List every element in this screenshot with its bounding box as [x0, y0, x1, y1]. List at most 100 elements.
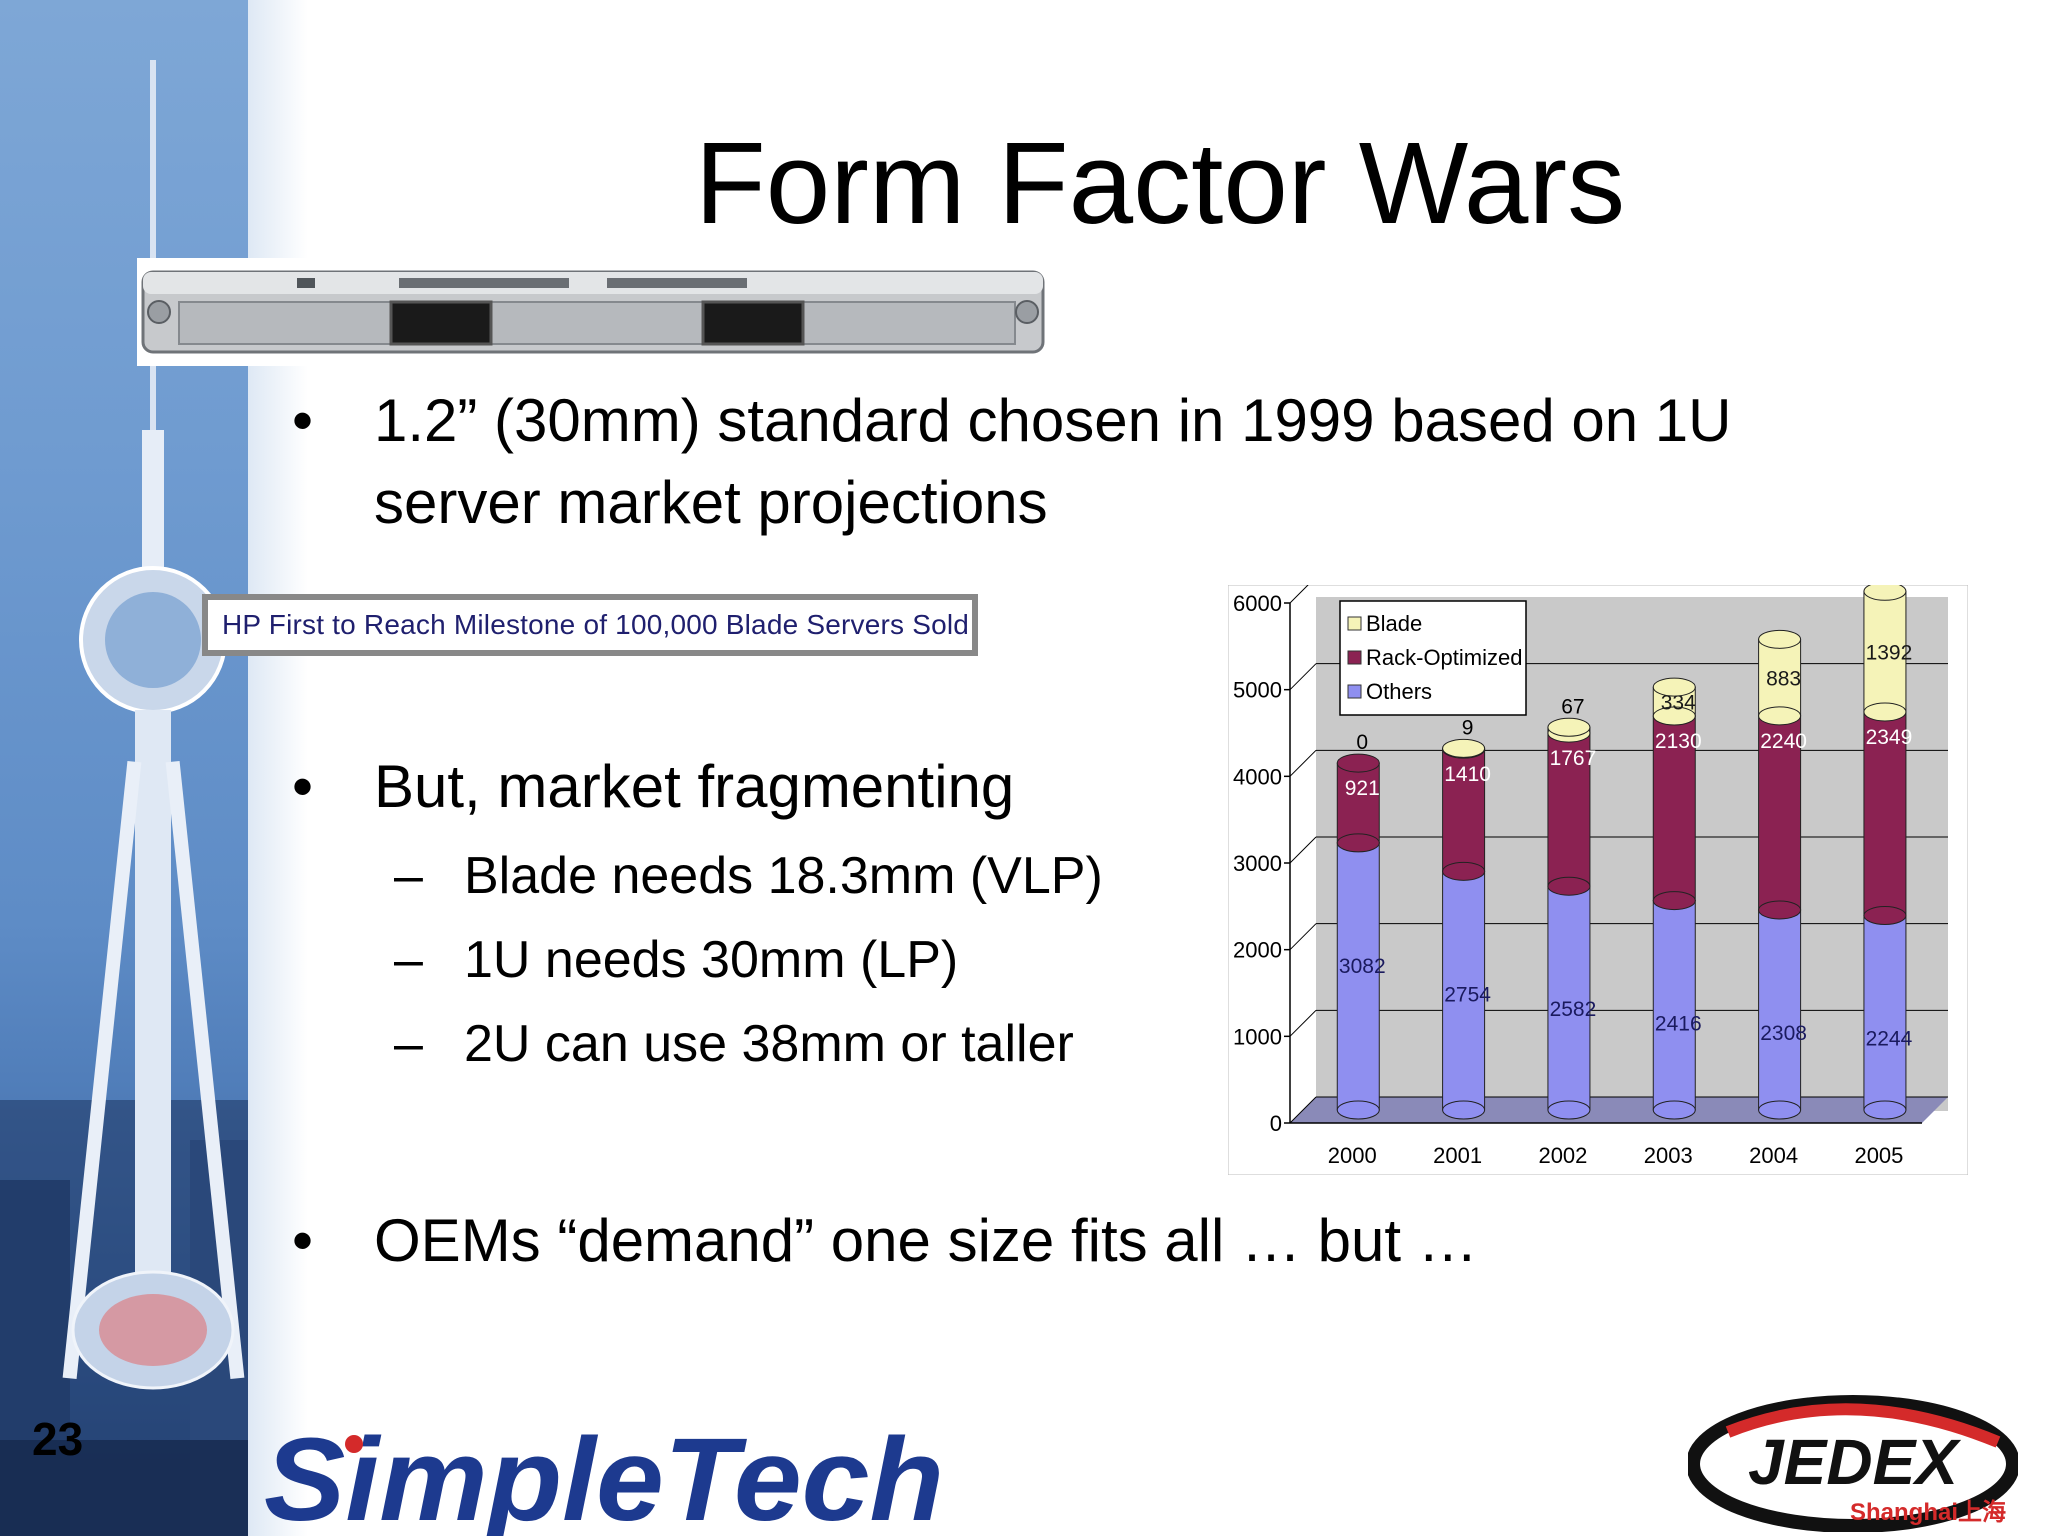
bar-segment-others: [1652, 900, 1696, 1111]
bar-segment-base: [1652, 1100, 1696, 1120]
data-label: 67: [1561, 695, 1584, 718]
bar-segment-rack-optimized: [1547, 732, 1591, 887]
x-tick-label: 2004: [1749, 1143, 1798, 1168]
y-grid-depth: [1289, 585, 1309, 604]
chart-floor: [1290, 1097, 1948, 1123]
bullet-marker: •: [292, 753, 314, 820]
jedex-logo-subtext: Shanghai上海: [1850, 1498, 2006, 1526]
bar-segment-base: [1442, 1100, 1486, 1120]
y-tick-label: 2000: [1233, 938, 1282, 963]
x-tick-label: 2005: [1854, 1143, 1903, 1168]
bar-segment-rack-optimized: [1336, 762, 1380, 844]
bar-segment-base: [1547, 876, 1591, 896]
tv-tower-illustration: [0, 60, 248, 1536]
bar-top-cap: [1758, 629, 1802, 649]
bar-segment-base: [1442, 861, 1486, 881]
slide-title: Form Factor Wars: [694, 118, 1626, 248]
bar-segment-base: [1652, 891, 1696, 911]
bar-segment-base: [1863, 906, 1907, 926]
bar-segment-base: [1863, 702, 1907, 722]
y-tick-label: 1000: [1233, 1024, 1282, 1049]
data-label: 3082: [1339, 955, 1386, 978]
y-tick-label: 6000: [1233, 591, 1282, 616]
bullet-marker: •: [292, 387, 314, 454]
bar-segment-rack-optimized: [1652, 715, 1696, 902]
data-label: 2349: [1866, 726, 1913, 749]
bullet-1-line-2: server market projections: [374, 469, 1048, 536]
jedex-logo: JEDEX Shanghai上海: [1688, 1395, 2018, 1532]
data-label: 334: [1661, 692, 1696, 715]
data-label: 883: [1766, 668, 1801, 691]
bar-segment-base: [1336, 833, 1380, 853]
y-tick-label: 3000: [1233, 851, 1282, 876]
data-label: 2582: [1550, 998, 1597, 1021]
legend-swatch: [1347, 616, 1362, 631]
sub-bullet-marker: –: [394, 847, 423, 905]
bar-top-cap: [1547, 717, 1591, 737]
y-tick-label: 0: [1270, 1111, 1282, 1136]
bar-segment-others: [1863, 915, 1907, 1111]
data-label: 2240: [1760, 730, 1807, 753]
y-grid-depth: [1289, 923, 1317, 951]
y-grid-depth: [1289, 1096, 1317, 1124]
bullet-2-text: But, market fragmenting: [374, 753, 1015, 820]
bar-top-cap: [1863, 585, 1907, 601]
y-grid-depth: [1289, 663, 1317, 691]
data-label: 1410: [1444, 763, 1491, 786]
data-label: 2244: [1866, 1028, 1913, 1051]
bullet-3-text: OEMs “demand” one size fits all … but …: [374, 1207, 1478, 1274]
simpletech-logo-text: SimpleTech: [264, 1420, 944, 1536]
bar-top-cap: [1442, 738, 1486, 758]
side-photo-fade: [248, 0, 308, 1536]
legend-label: Others: [1366, 679, 1432, 704]
bar-segment-others: [1336, 842, 1380, 1111]
bar-segment-base: [1863, 1100, 1907, 1120]
y-tick-label: 5000: [1233, 678, 1282, 703]
data-label: 2308: [1760, 1022, 1807, 1045]
bar-segment-base: [1336, 1100, 1380, 1120]
bar-segment-others: [1547, 885, 1591, 1111]
y-grid-depth: [1289, 1009, 1317, 1037]
jedex-logo-text: JEDEX: [1748, 1426, 1961, 1498]
y-tick-label: 4000: [1233, 764, 1282, 789]
sub-bullet-marker: –: [394, 1015, 423, 1073]
bullet-1-line-1: 1.2” (30mm) standard chosen in 1999 base…: [374, 387, 1732, 454]
bar-segment-base: [1758, 706, 1802, 726]
legend-label: Blade: [1366, 611, 1422, 636]
data-label: 9: [1462, 716, 1474, 739]
x-tick-label: 2003: [1644, 1143, 1693, 1168]
server-illustration: [137, 258, 1049, 366]
page-number: 23: [32, 1413, 84, 1465]
sub-bullet-1-text: Blade needs 18.3mm (VLP): [464, 847, 1103, 905]
y-grid-depth: [1289, 749, 1317, 777]
data-label: 0: [1356, 731, 1368, 754]
data-label: 1767: [1550, 747, 1597, 770]
sub-bullet-2-text: 1U needs 30mm (LP): [464, 931, 959, 989]
legend-swatch: [1347, 650, 1362, 665]
bar-segment-base: [1547, 1100, 1591, 1120]
bar-segment-others: [1442, 870, 1486, 1111]
simpletech-logo: SimpleTech: [264, 1420, 944, 1536]
sub-bullet-3-text: 2U can use 38mm or taller: [464, 1015, 1074, 1073]
bar-segment-base: [1758, 900, 1802, 920]
bar-segment-rack-optimized: [1442, 748, 1486, 872]
data-label: 2416: [1655, 1013, 1702, 1036]
data-label: 1392: [1866, 642, 1913, 665]
data-label: 2130: [1655, 730, 1702, 753]
legend-label: Rack-Optimized: [1366, 645, 1522, 670]
bar-segment-rack-optimized: [1863, 711, 1907, 917]
bar-segment-others: [1758, 909, 1802, 1111]
stacked-bar-chart: 0 1000 2000 3000 4000 5000 6000 3082 921 0 2000 275…: [1228, 585, 1968, 1175]
y-grid-depth: [1289, 836, 1317, 864]
bar-top-cap: [1652, 677, 1696, 697]
chart-legend: [1339, 600, 1527, 716]
data-label: 2754: [1444, 983, 1491, 1006]
bar-segment-base: [1652, 706, 1696, 726]
legend-swatch: [1347, 684, 1362, 699]
x-tick-label: 2001: [1433, 1143, 1482, 1168]
bullet-marker: •: [292, 1207, 314, 1274]
bar-segment-base: [1758, 1100, 1802, 1120]
x-tick-label: 2002: [1538, 1143, 1587, 1168]
news-headline-clip: HP First to Reach Milestone of 100,000 B…: [202, 594, 978, 656]
bar-segment-rack-optimized: [1758, 715, 1802, 911]
